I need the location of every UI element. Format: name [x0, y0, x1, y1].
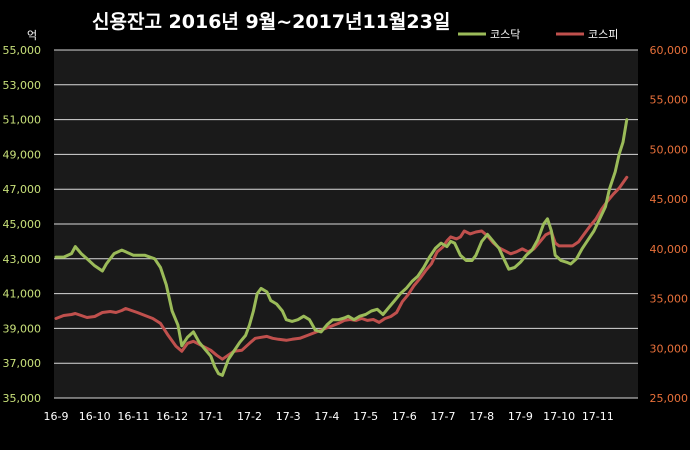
y-right-tick-label: 45,000: [650, 193, 689, 206]
x-tick-label: 17-11: [582, 410, 614, 423]
y-right-tick-label: 60,000: [650, 44, 689, 57]
grid: [54, 49, 638, 399]
x-tick-label: 17-3: [276, 410, 301, 423]
series-line-kospi: [54, 175, 629, 361]
x-tick-label: 16-12: [156, 410, 188, 423]
y-left-tick-label: 37,000: [3, 357, 42, 370]
y-left-tick-label: 41,000: [3, 288, 42, 301]
left-axis: 35,000 37,000 39,000 41,000 43,000 45,000 47,0…: [3, 44, 42, 405]
y-right-tick-label: 25,000: [650, 392, 689, 405]
y-left-tick-label: 55,000: [3, 44, 42, 57]
y-right-tick-label: 30,000: [650, 342, 689, 355]
y-left-tick-label: 53,000: [3, 79, 42, 92]
x-tick-label: 17-4: [314, 410, 339, 423]
x-tick-label: 17-2: [237, 410, 262, 423]
x-tick-label: 17-1: [198, 410, 223, 423]
legend-label-kospi: 코스피: [588, 28, 618, 41]
y-left-tick-label: 45,000: [3, 218, 42, 231]
x-tick-label: 16-11: [117, 410, 149, 423]
y-right-tick-label: 35,000: [650, 293, 689, 306]
x-tick-label: 17-10: [543, 410, 575, 423]
x-axis: 16-9 16-10 16-11 16-12 17-1 17-2 17-3 17-4 17-5 1…: [44, 410, 614, 423]
x-tick-label: 17-9: [508, 410, 533, 423]
x-tick-label: 17-8: [469, 410, 494, 423]
x-tick-label: 16-10: [79, 410, 111, 423]
series-line-kosdaq: [54, 118, 629, 377]
x-tick-label: 17-6: [392, 410, 417, 423]
y-right-tick-label: 55,000: [650, 94, 689, 107]
legend: 코스닥 코스피: [458, 28, 618, 41]
y-right-tick-label: 50,000: [650, 143, 689, 156]
right-axis: 25,000 30,000 35,000 40,000 45,000 50,000 55,0…: [650, 44, 689, 405]
legend-label-kosdaq: 코스닥: [490, 28, 520, 41]
x-tick-label: 17-7: [431, 410, 456, 423]
x-tick-label: 16-9: [44, 410, 69, 423]
y-left-tick-label: 47,000: [3, 183, 42, 196]
y-right-tick-label: 40,000: [650, 243, 689, 256]
left-axis-unit: 억: [27, 29, 37, 42]
y-left-tick-label: 43,000: [3, 253, 42, 266]
y-left-tick-label: 49,000: [3, 148, 42, 161]
x-tick-label: 17-5: [353, 410, 378, 423]
y-left-tick-label: 35,000: [3, 392, 42, 405]
series-layer: [54, 118, 629, 377]
y-left-tick-label: 51,000: [3, 114, 42, 127]
y-left-tick-label: 39,000: [3, 322, 42, 335]
chart-title: 신용잔고 2016년 9월~2017년11월23일: [92, 11, 450, 33]
